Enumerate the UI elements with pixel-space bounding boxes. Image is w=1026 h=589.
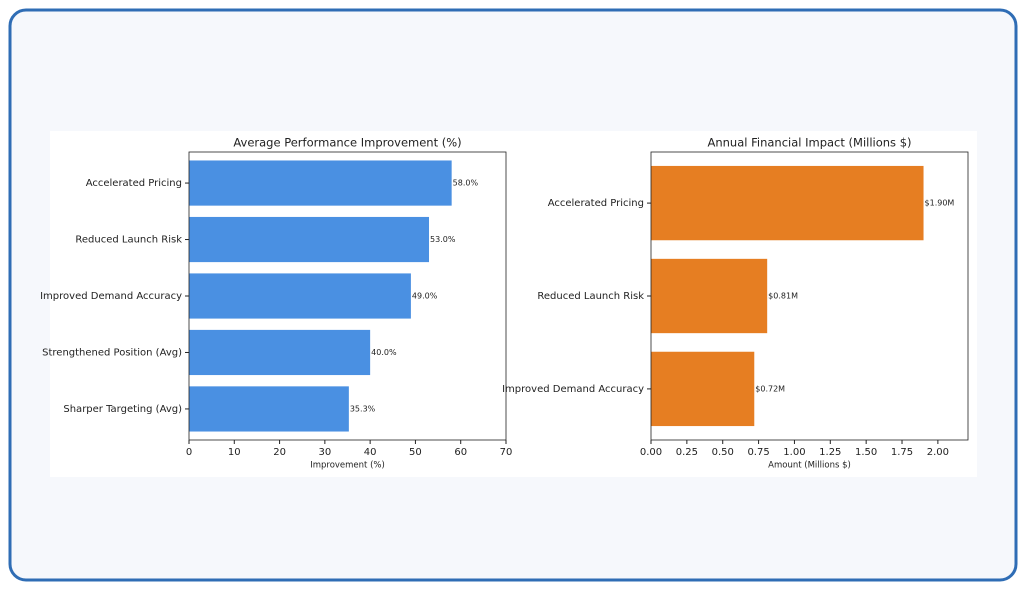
bar (189, 329, 371, 376)
y-tick-label: Reduced Launch Risk (537, 291, 644, 302)
value-label: $0.81M (768, 292, 798, 301)
plot-frame (188, 151, 507, 441)
y-tick-label: Improved Demand Accuracy (40, 291, 182, 302)
bar (651, 165, 924, 241)
x-tick-label: 0 (186, 447, 192, 458)
x-tick-label: 60 (454, 447, 467, 458)
chart-title: Average Performance Improvement (%) (233, 136, 461, 150)
bar (651, 258, 768, 334)
y-tick-label: Accelerated Pricing (548, 198, 644, 209)
x-tick-label: 2.00 (927, 447, 949, 458)
x-tick-label: 10 (228, 447, 241, 458)
x-axis-label: Amount (Millions $) (768, 461, 851, 471)
value-label: 40.0% (371, 348, 397, 357)
value-label: $0.72M (755, 384, 785, 393)
x-tick-label: 1.75 (891, 447, 913, 458)
value-label: 49.0% (412, 292, 438, 301)
y-tick-label: Reduced Launch Risk (75, 235, 182, 246)
x-axis-label: Improvement (%) (310, 461, 385, 471)
x-tick-label: 0.00 (640, 447, 662, 458)
x-tick-label: 0.75 (747, 447, 769, 458)
chart-title: Annual Financial Impact (Millions $) (707, 136, 911, 150)
x-tick-label: 1.00 (783, 447, 805, 458)
y-tick-label: Strengthened Position (Avg) (42, 347, 182, 358)
y-tick-label: Improved Demand Accuracy (502, 384, 644, 395)
bar (189, 386, 349, 432)
x-tick-label: 0.50 (712, 447, 734, 458)
bar (189, 216, 430, 263)
x-tick-label: 20 (273, 447, 286, 458)
bar (651, 351, 755, 427)
bar (189, 273, 411, 319)
x-tick-label: 1.50 (855, 447, 877, 458)
bar (189, 160, 452, 206)
plot-frame (650, 151, 969, 441)
x-tick-label: 50 (409, 447, 422, 458)
x-tick-label: 40 (364, 447, 377, 458)
y-tick-label: Accelerated Pricing (86, 178, 182, 189)
x-tick-label: 0.25 (676, 447, 698, 458)
value-label: 53.0% (430, 235, 456, 244)
x-tick-label: 1.25 (819, 447, 841, 458)
value-label: 35.3% (350, 404, 376, 413)
x-tick-label: 30 (318, 447, 331, 458)
x-tick-label: 70 (500, 447, 513, 458)
value-label: 58.0% (453, 179, 479, 188)
value-label: $1.90M (925, 199, 955, 208)
y-tick-label: Sharper Targeting (Avg) (63, 404, 182, 415)
